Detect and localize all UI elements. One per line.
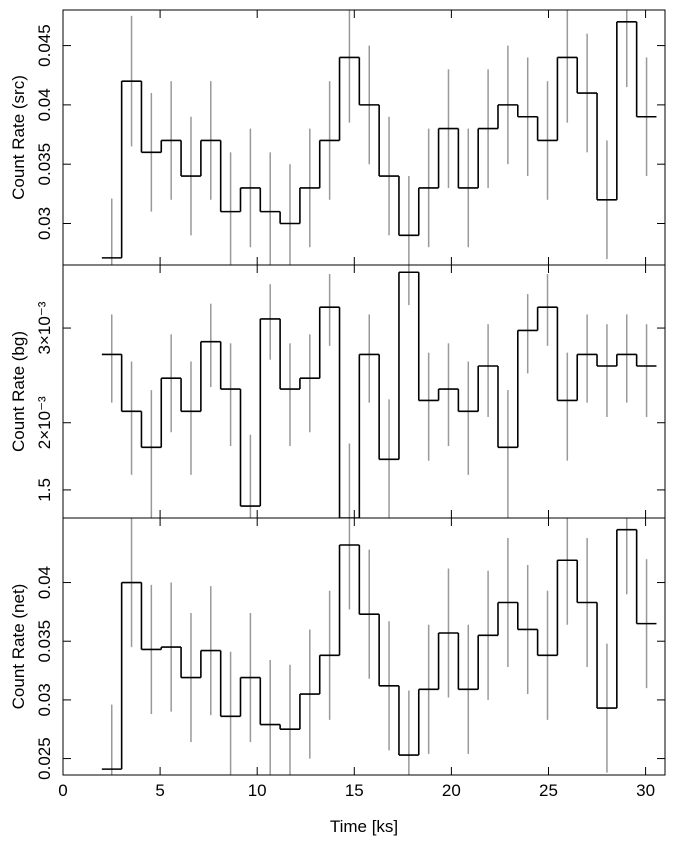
x-tick-label: 5 [155,781,164,800]
panel-frame [62,9,666,266]
plot-area [101,265,657,518]
y-axis-label: Count Rate (bg) [9,331,28,452]
y-tick-label: 0.035 [35,143,54,186]
y-tick-label: 1.5 [35,478,54,502]
y-tick-label: 0.03 [35,683,54,716]
y-axis-label: Count Rate (net) [9,584,28,710]
x-tick-label: 15 [345,781,364,800]
x-tick-label: 25 [539,781,558,800]
y-tick-label: 0.04 [35,566,54,599]
x-tick-label: 10 [248,781,267,800]
x-tick-label: 20 [442,781,461,800]
x-tick-label: 30 [636,781,655,800]
plot-area [101,10,657,265]
panel-frame [62,517,666,776]
y-tick-label: 0.035 [35,620,54,663]
plot-area [101,518,657,775]
y-tick-label: 2×10⁻³ [35,396,54,449]
y-tick-label: 0.03 [35,207,54,240]
panel-frame [62,264,666,519]
x-axis-label: Time [ks] [330,817,398,836]
x-tick-label: 0 [58,781,67,800]
y-axis-label: Count Rate (src) [9,75,28,200]
y-tick-label: 0.045 [35,24,54,67]
y-tick-label: 0.04 [35,88,54,121]
y-tick-label: 0.025 [35,737,54,780]
y-tick-label: 3×10⁻³ [35,301,54,354]
